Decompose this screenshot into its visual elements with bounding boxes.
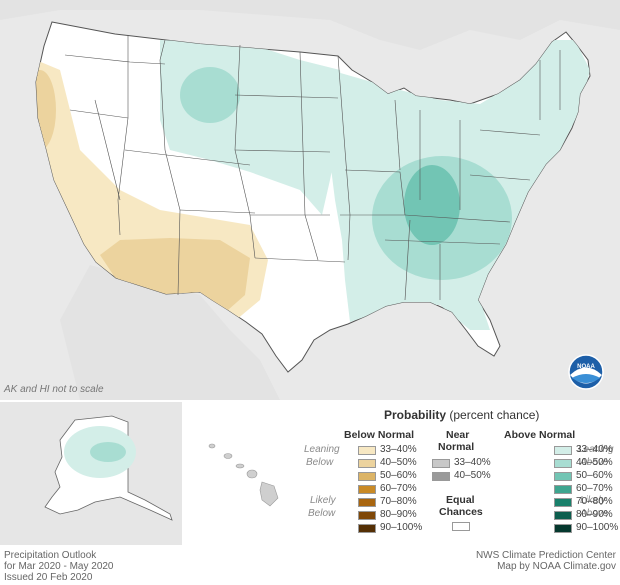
- below-swatch-2: [358, 472, 376, 481]
- below-label-2: 50–60%: [380, 470, 417, 481]
- equal-chances-swatch: [452, 522, 470, 531]
- above-label-6: 90–100%: [576, 522, 619, 533]
- ak-above-40-50: [90, 442, 126, 462]
- below-label-1: 40–50%: [380, 457, 417, 468]
- below-swatch-6: [358, 524, 376, 533]
- above-label-3: 60–70%: [576, 483, 613, 494]
- below-40-50-norcal: [36, 70, 56, 150]
- noaa-logo: [568, 354, 604, 390]
- equal-chances-label-1: Equal: [446, 494, 475, 506]
- above-swatch-0: [554, 446, 572, 455]
- below-swatch-5: [358, 511, 376, 520]
- above-normal-header: Above Normal: [504, 429, 576, 441]
- above-50-60-tennessee: [404, 165, 460, 245]
- below-swatch-3: [358, 485, 376, 494]
- above-swatch-3: [554, 485, 572, 494]
- leaning-above-1: Leaning: [578, 444, 614, 455]
- below-label-4: 70–80%: [380, 496, 417, 507]
- above-swatch-4: [554, 498, 572, 507]
- likely-above-2: Above: [580, 508, 609, 519]
- canada-region: [0, 0, 620, 50]
- below-label-5: 80–90%: [380, 509, 417, 520]
- state-boundaries: [64, 35, 561, 301]
- below-label-0: 33–40%: [380, 444, 417, 455]
- outlook-title: Precipitation Outlook: [4, 550, 97, 561]
- island-oahu: [223, 453, 233, 459]
- above-label-2: 50–60%: [576, 470, 613, 481]
- above-label-5: 80–90%: [576, 509, 613, 520]
- above-40-50-montana: [180, 67, 240, 123]
- below-label-3: 60–70%: [380, 483, 417, 494]
- near-normal-header-1: Near: [446, 429, 470, 441]
- conus-map-svg: NOAA: [0, 0, 620, 400]
- leaning-below-1: Leaning: [304, 444, 340, 455]
- alaska-inset-svg: [0, 402, 182, 545]
- below-40-50-southwest: [100, 238, 250, 310]
- leaning-below-2: Below: [306, 457, 334, 468]
- above-label-0: 33–40%: [576, 444, 613, 455]
- footer-right: NWS Climate Prediction Center Map by NOA…: [476, 550, 616, 572]
- below-swatch-1: [358, 459, 376, 468]
- map-scale-note: AK and HI not to scale: [4, 384, 104, 395]
- issued-date: Issued 20 Feb 2020: [4, 572, 93, 583]
- noaa-logo-text: NOAA: [577, 364, 595, 370]
- probability-legend: Probability (percent chance) Below Norma…: [298, 402, 620, 545]
- near-swatch-1: [432, 472, 450, 481]
- above-swatch-6: [554, 524, 572, 533]
- conus-map: NOAA AK and HI not to scale: [0, 0, 620, 400]
- mexico-region: [60, 265, 280, 400]
- credit-climate-gov: Map by NOAA Climate.gov: [497, 561, 616, 572]
- island-hawaii: [259, 481, 279, 507]
- hawaii-inset-svg: [208, 443, 279, 507]
- hawaii-inset: [184, 402, 296, 545]
- below-normal-header: Below Normal: [344, 429, 415, 441]
- below-swatch-4: [358, 498, 376, 507]
- likely-above-1: Likely: [580, 495, 606, 506]
- above-swatch-5: [554, 511, 572, 520]
- near-swatch-0: [432, 459, 450, 468]
- likely-below-2: Below: [308, 508, 336, 519]
- below-swatch-0: [358, 446, 376, 455]
- legend-title: Probability (percent chance): [384, 408, 540, 422]
- above-swatch-1: [554, 459, 572, 468]
- likely-below-1: Likely: [310, 495, 336, 506]
- above-swatch-2: [554, 472, 572, 481]
- near-label-0: 33–40%: [454, 457, 491, 468]
- footer-left: Precipitation Outlook for Mar 2020 - May…: [4, 550, 114, 583]
- near-normal-header-2: Normal: [438, 441, 475, 453]
- above-label-1: 40–50%: [576, 457, 613, 468]
- below-label-6: 90–100%: [380, 522, 423, 533]
- near-label-1: 40–50%: [454, 470, 491, 481]
- island-molokai: [235, 463, 245, 469]
- credit-cpc: NWS Climate Prediction Center: [475, 550, 616, 561]
- above-label-4: 70–80%: [576, 496, 613, 507]
- equal-chances-label-2: Chances: [439, 506, 483, 518]
- leaning-above-2: Above: [580, 457, 609, 468]
- island-kauai: [208, 443, 216, 449]
- outlook-period: for Mar 2020 - May 2020: [4, 561, 114, 572]
- alaska-inset: [0, 402, 182, 545]
- island-maui: [246, 469, 258, 479]
